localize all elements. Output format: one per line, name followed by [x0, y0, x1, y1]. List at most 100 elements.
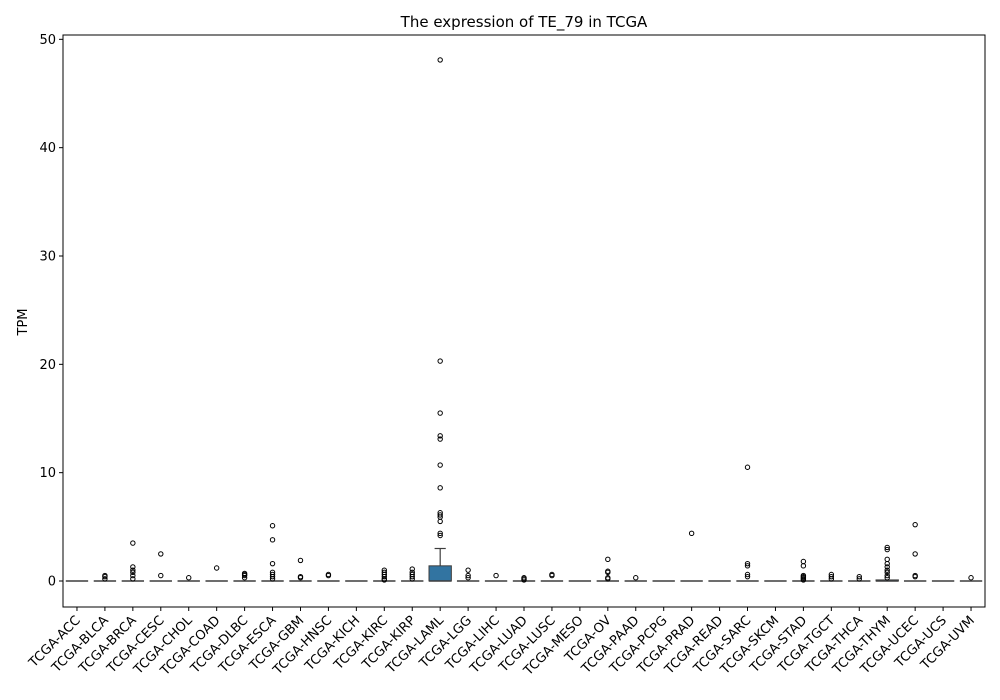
outlier-point: [884, 572, 890, 579]
outlier-point: [493, 572, 499, 579]
outlier-point: [381, 567, 388, 573]
outlier-point: [605, 568, 611, 574]
outlier-point: [437, 532, 443, 539]
outlier-point: [465, 567, 471, 573]
outlier-point: [465, 575, 471, 581]
outlier-point: [241, 570, 248, 577]
outlier-point: [884, 567, 890, 573]
outlier-point: [912, 572, 918, 579]
box-group: [624, 575, 647, 582]
outlier-point: [437, 436, 443, 442]
outlier-point: [549, 571, 555, 578]
outlier-point: [130, 572, 136, 579]
outlier-point: [102, 576, 108, 582]
outlier-point: [884, 564, 890, 570]
outlier-point: [688, 530, 695, 537]
outlier-point: [409, 566, 415, 572]
y-axis: 0 10 20 30 40 50: [39, 33, 63, 590]
box-group: [456, 567, 480, 582]
outlier-point: [437, 510, 443, 516]
outlier-point: [884, 546, 890, 553]
box-group: [959, 575, 983, 582]
y-tick-label: 30: [39, 250, 56, 265]
outlier-point: [269, 569, 276, 576]
outlier-point: [437, 410, 443, 416]
outlier-point: [381, 569, 388, 576]
outlier-point: [912, 521, 918, 528]
box-group: [261, 523, 284, 582]
outlier-point: [744, 573, 751, 580]
y-tick-label: 20: [39, 358, 56, 373]
y-tick-label: 50: [39, 33, 56, 48]
box-group: [317, 571, 340, 582]
outlier-point: [912, 551, 918, 557]
outlier-point: [828, 573, 835, 580]
box-group: [736, 464, 759, 582]
outlier-point: [325, 571, 332, 578]
outlier-point: [437, 462, 443, 468]
outlier-point: [884, 575, 890, 581]
outlier-point: [130, 567, 136, 573]
outlier-point: [800, 572, 807, 579]
box-group: [289, 557, 312, 582]
chart-title: The expression of TE_79 in TCGA: [400, 13, 648, 32]
outlier-point: [437, 57, 443, 63]
box-group: [484, 572, 508, 582]
outlier-point: [744, 464, 751, 470]
box-group: [121, 540, 145, 582]
outlier-point: [465, 572, 471, 579]
outlier-point: [130, 569, 136, 576]
outlier-point: [409, 571, 415, 578]
plot-area: [65, 57, 983, 583]
outlier-point: [130, 540, 136, 546]
box: [428, 565, 452, 582]
outlier-point: [158, 572, 164, 579]
outlier-point: [884, 544, 890, 551]
outlier-point: [605, 575, 611, 581]
box-group: [848, 573, 871, 582]
box-group: [903, 521, 927, 582]
outlier-point: [605, 556, 611, 563]
outlier-point: [437, 433, 443, 439]
outlier-point: [130, 576, 136, 582]
box-group: [205, 565, 228, 582]
outlier-point: [884, 556, 890, 563]
outlier-point: [213, 565, 220, 571]
outlier-point: [744, 563, 751, 569]
outlier-point: [186, 575, 192, 581]
box-group: [680, 530, 703, 582]
outlier-point: [744, 571, 751, 578]
box-group: [820, 571, 843, 582]
outlier-point: [633, 575, 639, 581]
outlier-point: [800, 563, 807, 569]
outlier-point: [102, 572, 108, 579]
box-group: [401, 566, 424, 582]
y-axis-label: TPM: [16, 309, 31, 337]
box-group: [373, 567, 396, 583]
outlier-point: [409, 569, 415, 576]
outlier-point: [437, 530, 443, 537]
x-axis: TCGA-ACCTCGA-BLCATCGA-BRCATCGA-CESCTCGA-…: [26, 607, 978, 679]
plot-frame: [62, 34, 986, 608]
box-group: [233, 570, 256, 582]
outlier-point: [269, 571, 276, 578]
outlier-point: [884, 569, 890, 576]
outlier-point: [828, 571, 835, 578]
y-tick-label: 40: [39, 141, 56, 156]
outlier-point: [856, 573, 862, 580]
y-tick-label: 0: [48, 575, 56, 590]
box-group: [540, 571, 564, 582]
box-group: [875, 544, 899, 582]
outlier-point: [269, 523, 276, 529]
box-group: [177, 575, 200, 582]
box-group: [792, 558, 815, 583]
outlier-point: [158, 551, 164, 557]
outlier-point: [437, 518, 443, 525]
outlier-point: [800, 558, 807, 565]
outlier-point: [437, 485, 443, 491]
outlier-point: [269, 560, 276, 567]
box-group: [93, 572, 117, 582]
box-group: [428, 57, 452, 582]
outlier-point: [437, 358, 443, 364]
outlier-point: [269, 537, 276, 543]
